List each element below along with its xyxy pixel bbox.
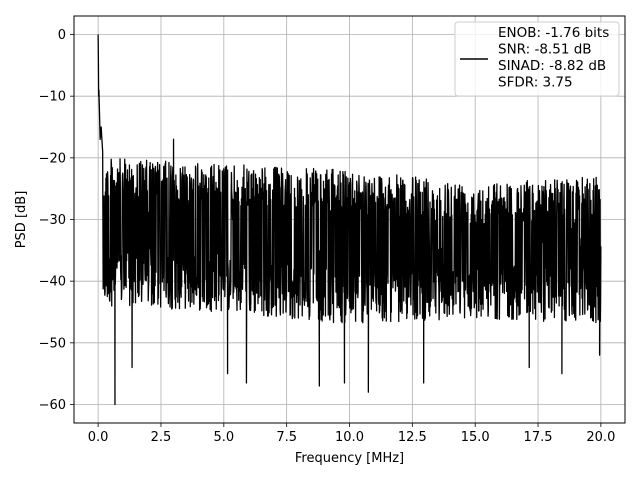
legend-enob: ENOB: -1.76 bits bbox=[498, 25, 609, 41]
x-axis: 0.0 2.5 5.0 7.5 10.0 12.5 15.0 17.5 20.0 bbox=[88, 423, 615, 445]
x-tick-label: 17.5 bbox=[524, 430, 553, 445]
legend: ENOB: -1.76 bits SNR: -8.51 dB SINAD: -8… bbox=[454, 21, 620, 97]
x-tick-label: 7.5 bbox=[276, 430, 297, 445]
y-tick-label: −40 bbox=[39, 275, 66, 290]
y-axis: 0 −10 −20 −30 −40 −50 −60 bbox=[39, 28, 74, 413]
x-tick-label: 5.0 bbox=[213, 430, 234, 445]
x-tick-label: 2.5 bbox=[151, 430, 172, 445]
y-tick-label: −30 bbox=[39, 213, 66, 228]
x-axis-label: Frequency [MHz] bbox=[295, 451, 404, 466]
x-tick-label: 10.0 bbox=[335, 430, 364, 445]
x-tick-label: 12.5 bbox=[398, 430, 427, 445]
series-layer bbox=[97, 34, 602, 406]
x-tick-label: 0.0 bbox=[88, 430, 109, 445]
y-tick-label: −60 bbox=[39, 398, 66, 413]
y-axis-label: PSD [dB] bbox=[14, 191, 29, 249]
y-tick-label: −10 bbox=[39, 90, 66, 105]
y-tick-label: −20 bbox=[39, 151, 66, 166]
x-tick-label: 15.0 bbox=[461, 430, 490, 445]
legend-box bbox=[454, 21, 620, 97]
legend-sinad: SINAD: -8.82 dB bbox=[498, 58, 606, 74]
psd-series-line bbox=[97, 34, 602, 406]
legend-snr: SNR: -8.51 dB bbox=[498, 42, 592, 58]
y-tick-label: −50 bbox=[39, 336, 66, 351]
legend-sfdr: SFDR: 3.75 bbox=[498, 75, 573, 91]
x-tick-label: 20.0 bbox=[586, 430, 615, 445]
y-tick-label: 0 bbox=[58, 28, 66, 43]
